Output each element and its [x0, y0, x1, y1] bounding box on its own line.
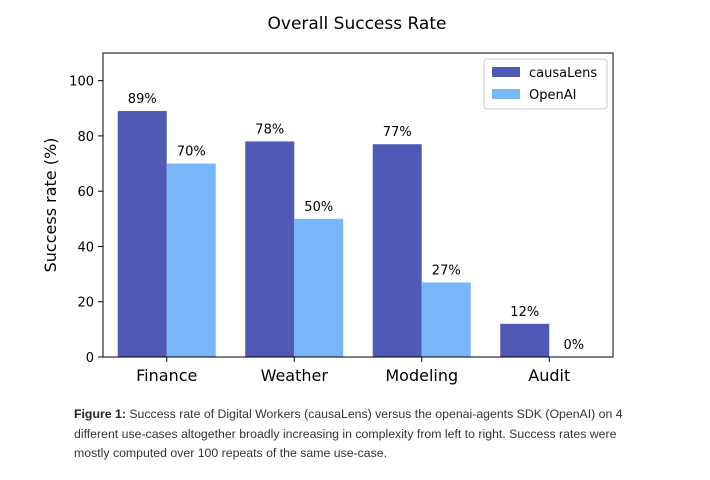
y-tick-label: 80 — [77, 130, 94, 145]
bar-causalens-weather — [245, 141, 295, 357]
bar-causalens-modeling — [372, 144, 422, 357]
bar-openai-weather — [294, 218, 344, 357]
y-tick-label: 40 — [77, 240, 94, 255]
data-label-openai-modeling: 27% — [432, 263, 461, 278]
figure-caption: Figure 1: Success rate of Digital Worker… — [74, 405, 644, 464]
data-label-causalens-modeling: 77% — [383, 125, 412, 140]
data-label-causalens-weather: 78% — [255, 122, 284, 137]
caption-text: Success rate of Digital Workers (causaLe… — [74, 407, 623, 460]
y-tick-label: 0 — [86, 351, 94, 366]
caption-label: Figure 1: — [74, 407, 126, 421]
legend-swatch-causalens — [492, 67, 520, 77]
chart-title: Overall Success Rate — [268, 14, 447, 34]
x-tick-label-finance: Finance — [136, 366, 197, 385]
bar-causalens-audit — [500, 323, 550, 357]
data-label-causalens-audit: 12% — [510, 305, 539, 320]
data-label-openai-weather: 50% — [304, 200, 333, 215]
y-tick-label: 60 — [77, 185, 94, 200]
legend-label-causalens: causaLens — [529, 66, 597, 81]
legend-label-openai: OpenAI — [529, 88, 576, 103]
legend: causaLens OpenAI — [483, 58, 608, 110]
x-tick-label-audit: Audit — [528, 366, 570, 385]
data-label-causalens-finance: 89% — [128, 92, 157, 107]
bar-causalens-finance — [117, 111, 167, 357]
y-axis-label: Success rate (%) — [41, 138, 60, 273]
plot-frame — [102, 52, 614, 358]
bar-openai-modeling — [421, 282, 471, 357]
y-tick-label: 20 — [77, 296, 94, 311]
x-tick-label-weather: Weather — [261, 366, 329, 385]
data-label-openai-audit: 0% — [563, 338, 584, 353]
bar-openai-finance — [166, 163, 216, 357]
data-label-openai-finance: 70% — [177, 145, 206, 160]
bar-chart: Overall Success Rate Success rate (%) 0 2… — [41, 14, 614, 385]
y-tick-label: 100 — [69, 75, 94, 90]
legend-swatch-openai — [492, 89, 520, 99]
x-tick-label-modeling: Modeling — [385, 366, 458, 385]
